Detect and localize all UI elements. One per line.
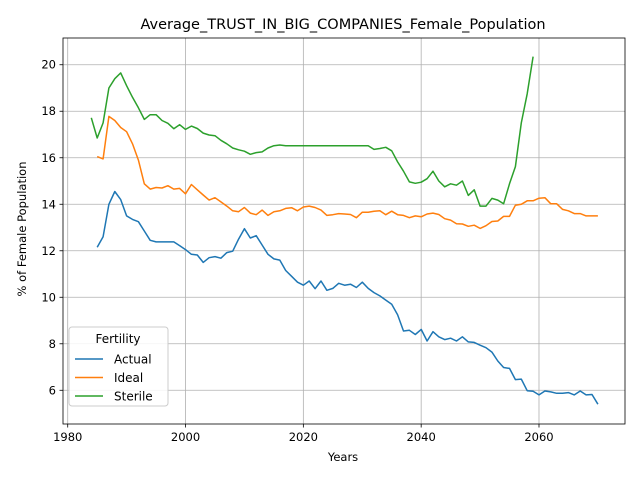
legend-label-sterile: Sterile: [114, 390, 153, 404]
y-tick-label: 16: [41, 151, 56, 165]
legend-label-ideal: Ideal: [114, 371, 143, 385]
series-line-ideal: [96, 115, 598, 230]
x-axis-label: Years: [327, 450, 358, 464]
y-axis: 6 8 10 12 14 16 18 20: [41, 58, 63, 397]
y-axis-label: % of Female Population: [15, 162, 29, 297]
y-tick-label: 12: [41, 244, 56, 258]
chart-title: Average_TRUST_IN_BIG_COMPANIES_Female_Po…: [140, 17, 545, 33]
legend-label-actual: Actual: [114, 353, 152, 367]
x-tick-label: 2060: [524, 430, 553, 444]
x-tick-label: 2040: [407, 430, 436, 444]
y-tick-label: 10: [41, 290, 56, 304]
series-lines: [90, 56, 599, 405]
legend-title: Fertility: [95, 332, 140, 346]
x-axis: 1980 2000 2020 2040 2060: [53, 424, 554, 444]
legend-items: Actual Ideal Sterile: [75, 353, 153, 404]
x-tick-label: 1980: [53, 430, 82, 444]
x-tick-label: 2020: [289, 430, 318, 444]
series-line-actual: [96, 190, 599, 405]
y-tick-label: 6: [49, 383, 56, 397]
x-tick-label: 2000: [171, 430, 200, 444]
series-line-sterile: [90, 56, 534, 207]
y-tick-label: 18: [41, 104, 56, 118]
legend-box: [68, 326, 169, 407]
legend: Fertility Actual Ideal Sterile: [68, 326, 169, 407]
plot-area-frame: [62, 37, 626, 425]
y-tick-label: 8: [49, 337, 56, 351]
y-tick-label: 14: [41, 197, 56, 211]
y-tick-label: 20: [41, 58, 56, 72]
